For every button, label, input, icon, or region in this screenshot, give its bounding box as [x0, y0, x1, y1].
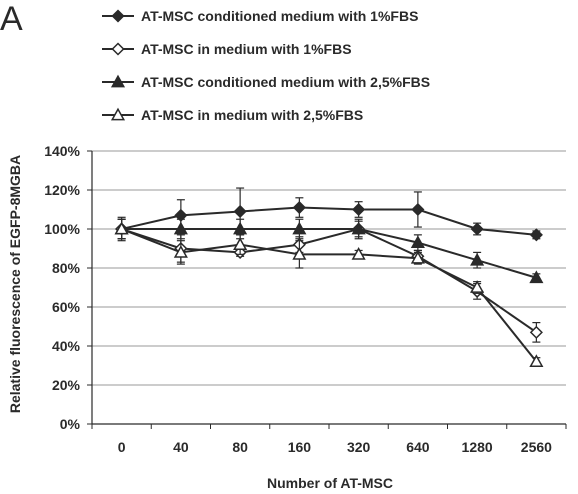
legend: AT-MSC conditioned medium with 1%FBS AT-M…: [102, 8, 430, 123]
y-tick-label: 40%: [52, 338, 81, 354]
y-tick-label: 100%: [44, 221, 80, 237]
series-line: [121, 228, 538, 363]
y-tick-label: 60%: [52, 299, 81, 315]
x-tick-label: 1280: [462, 439, 493, 455]
data-point: [233, 221, 248, 235]
legend-item-1: AT-MSC conditioned medium with 1%FBS: [102, 8, 418, 24]
panel-letter: A: [0, 0, 23, 38]
data-point: [529, 228, 543, 242]
data-point: [470, 252, 485, 266]
data-point: [470, 222, 484, 236]
x-axis-ticks: 0 40 80 160 320 640 1280 2560: [91, 424, 567, 455]
legend-item-4: AT-MSC in medium with 2,5%FBS: [102, 107, 363, 123]
legend-item-2: AT-MSC in medium with 1%FBS: [102, 41, 352, 57]
data-point: [292, 247, 307, 260]
data-point: [233, 237, 248, 250]
data-point: [529, 325, 543, 339]
y-tick-label: 20%: [52, 377, 81, 393]
data-point: [352, 202, 366, 217]
series-line: [121, 206, 537, 236]
data-point: [529, 354, 544, 367]
x-tick-label: 40: [173, 439, 189, 455]
x-axis-title: Number of AT-MSC: [267, 475, 393, 491]
legend-item-3: AT-MSC conditioned medium with 2,5%FBS: [102, 74, 430, 90]
series-3: [114, 218, 544, 284]
data-point: [351, 221, 366, 235]
series-2: [115, 218, 543, 343]
data-point: [410, 250, 425, 264]
y-tick-label: 140%: [44, 143, 80, 159]
legend-label: AT-MSC conditioned medium with 2,5%FBS: [141, 74, 430, 90]
plot-series: [114, 187, 544, 367]
series-line: [121, 227, 537, 334]
data-point: [411, 202, 425, 217]
legend-label: AT-MSC in medium with 1%FBS: [141, 41, 352, 57]
legend-marker: [110, 107, 126, 121]
x-tick-label: 80: [232, 439, 248, 455]
data-point: [292, 200, 306, 215]
data-point: [470, 280, 485, 293]
legend-marker: [111, 9, 125, 23]
data-point: [292, 221, 307, 235]
y-axis-title: Relative fluorescence of EGFP-8MGBA: [7, 155, 23, 413]
data-point: [529, 270, 544, 284]
y-tick-label: 80%: [52, 260, 81, 276]
data-point: [351, 247, 366, 260]
legend-label: AT-MSC conditioned medium with 1%FBS: [141, 8, 418, 24]
series-4: [114, 218, 544, 367]
x-tick-label: 0: [118, 439, 126, 455]
data-point: [173, 245, 188, 258]
series-line: [121, 228, 537, 279]
legend-marker: [110, 74, 126, 88]
x-tick-label: 640: [406, 439, 430, 455]
gridlines: [92, 150, 566, 386]
legend-marker: [111, 42, 125, 56]
x-tick-label: 2560: [521, 439, 552, 455]
x-tick-label: 320: [347, 439, 371, 455]
data-point: [233, 204, 247, 219]
data-point: [410, 235, 425, 249]
data-point: [114, 221, 129, 235]
axes: [91, 151, 566, 425]
y-tick-label: 0%: [60, 416, 81, 432]
legend-label: AT-MSC in medium with 2,5%FBS: [141, 107, 363, 123]
x-tick-label: 160: [288, 439, 312, 455]
y-axis-ticks: 0% 20% 40% 60% 80% 100% 120% 140%: [44, 143, 92, 432]
data-point: [173, 221, 188, 235]
y-tick-label: 120%: [44, 182, 80, 198]
